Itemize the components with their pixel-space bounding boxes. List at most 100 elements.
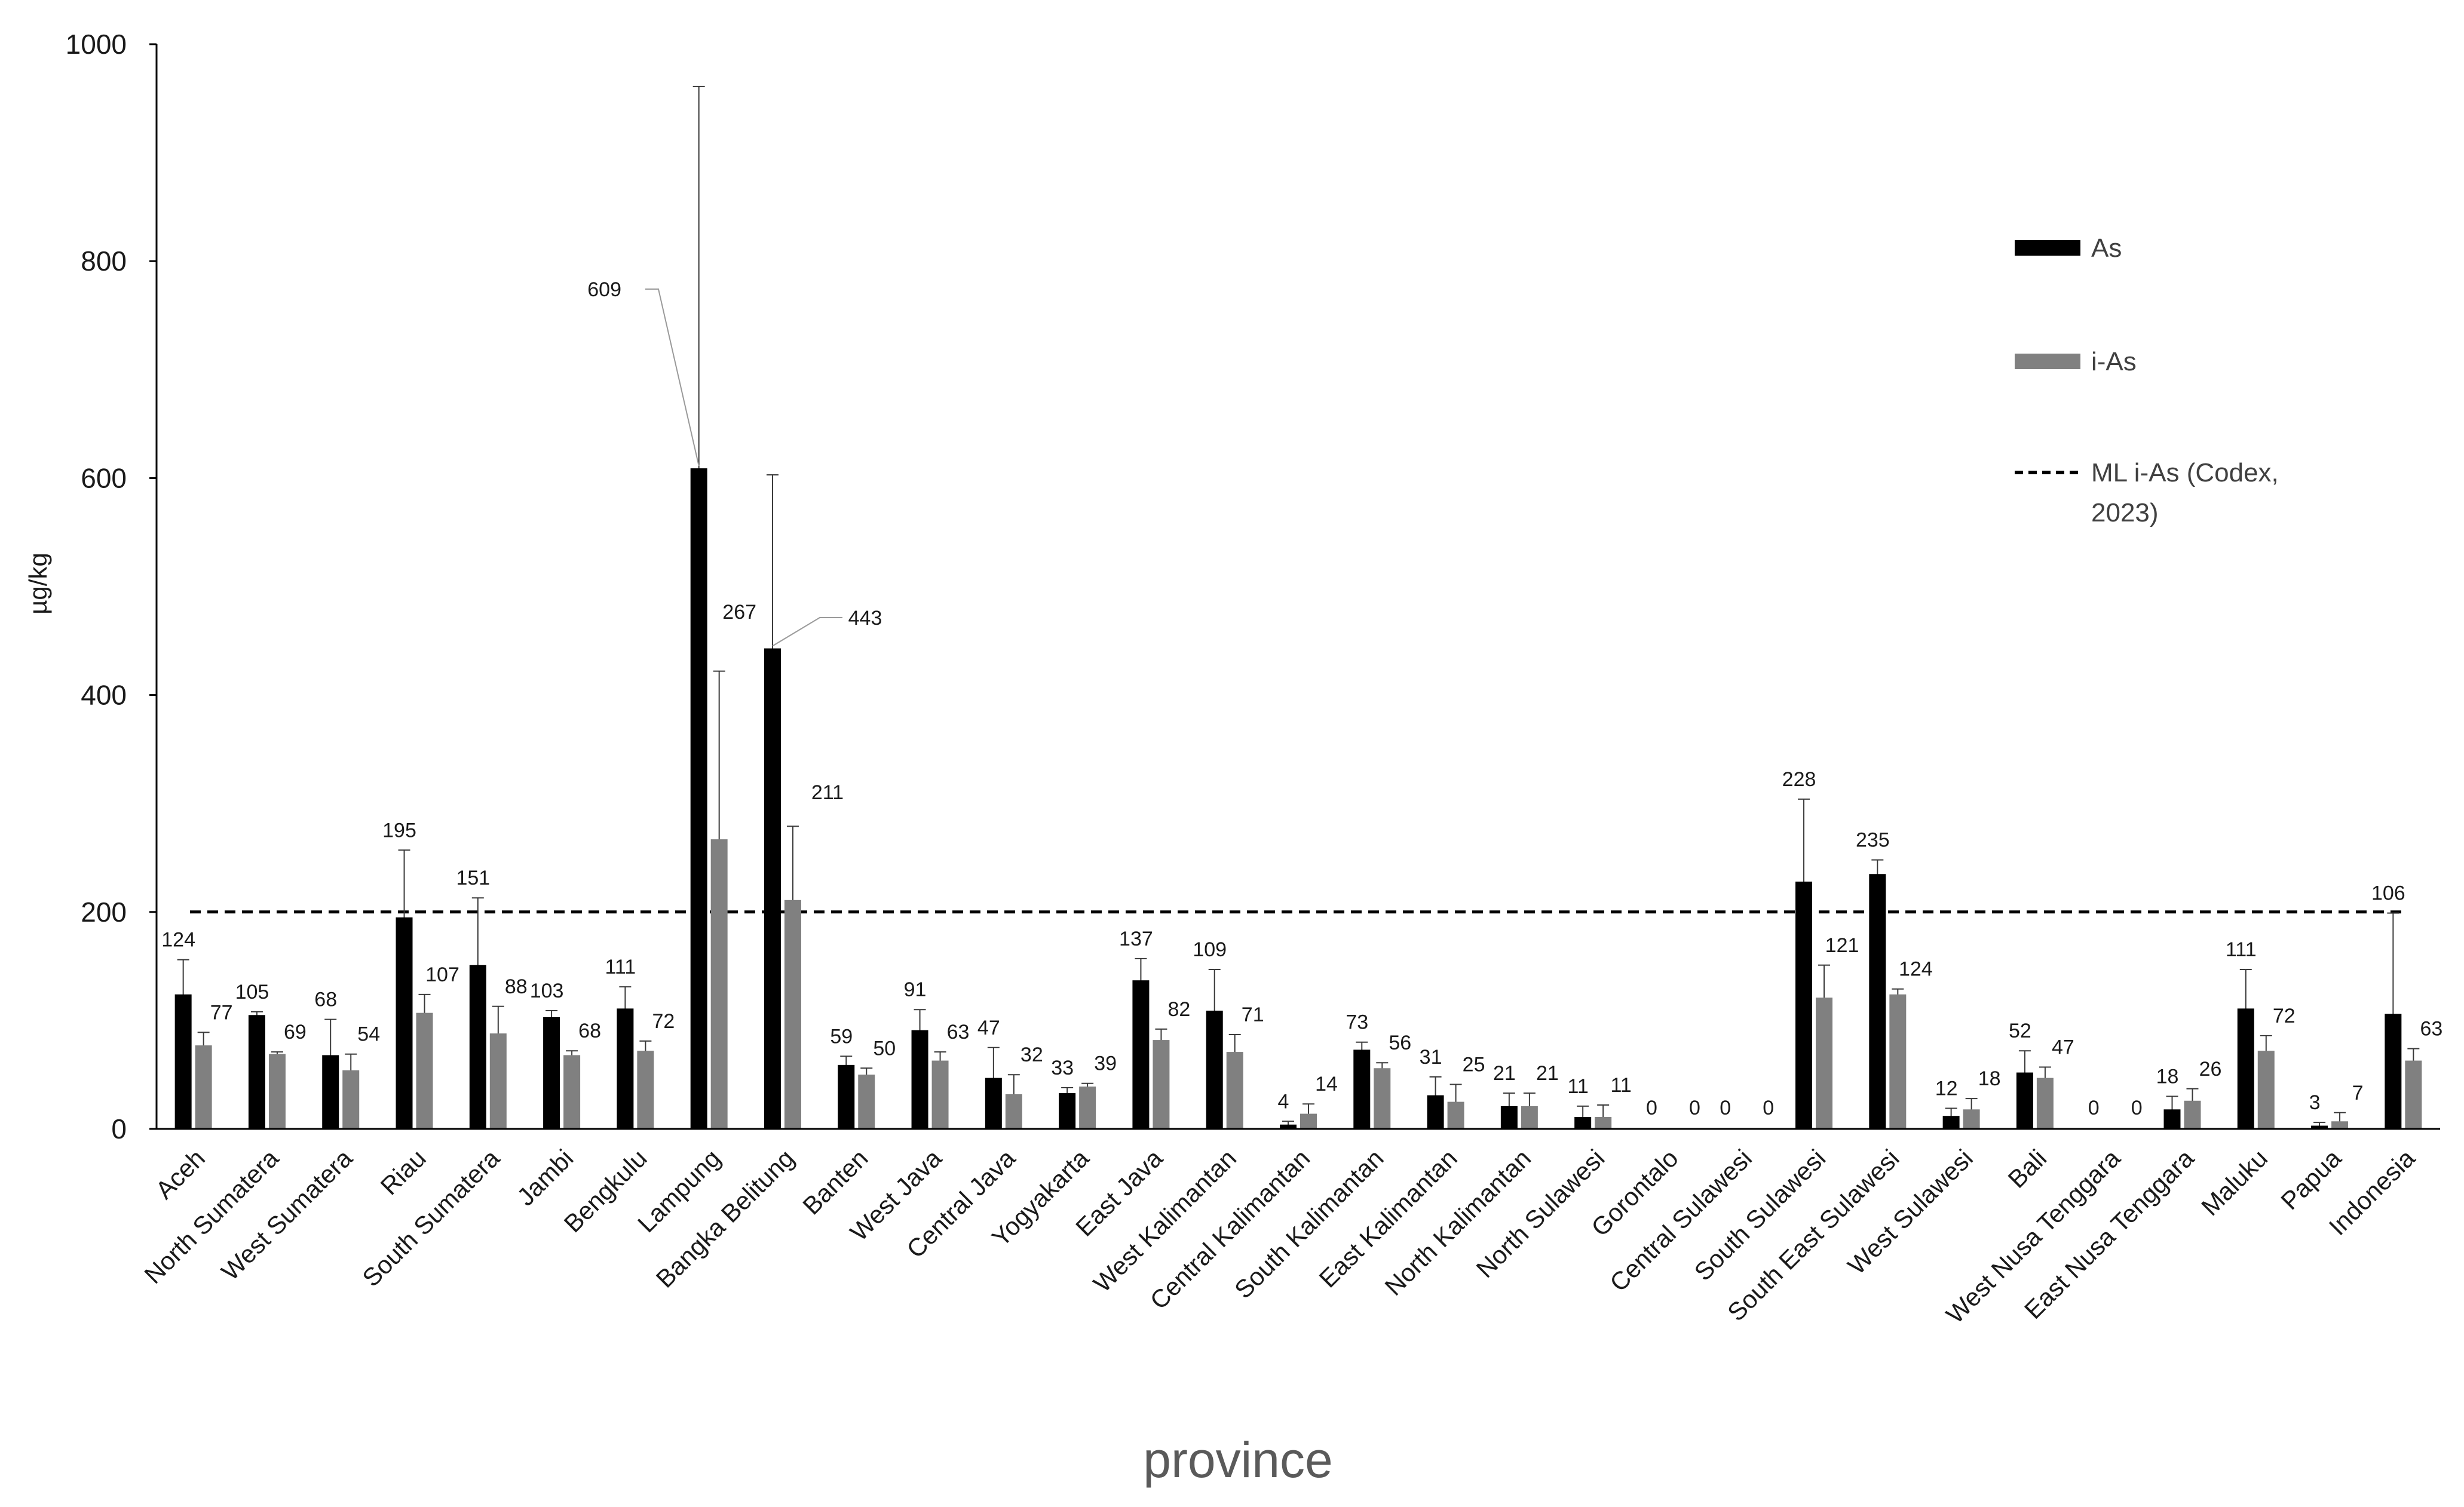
bar-ias (1963, 1109, 1980, 1129)
bar-as (1500, 1106, 1518, 1129)
data-label-as: 109 (1193, 938, 1227, 961)
data-label-as: 59 (830, 1025, 853, 1048)
data-label-ias: 63 (2420, 1018, 2442, 1041)
legend-swatch-ias (2015, 354, 2080, 369)
bar-ias (2331, 1121, 2349, 1129)
bar-as (1427, 1095, 1444, 1129)
data-label-as: 4 (1278, 1090, 1289, 1113)
data-label-as: 3 (2309, 1091, 2321, 1114)
bar-as (1206, 1011, 1223, 1129)
data-label-ias: 0 (2131, 1097, 2143, 1119)
legend-label-ml-line1: ML i-As (Codex, (2091, 458, 2279, 487)
data-label-as: 0 (1646, 1097, 1657, 1119)
bar-as (2016, 1072, 2033, 1129)
bar-as (2311, 1125, 2328, 1129)
bar-as (2163, 1109, 2181, 1129)
data-label-ias: 26 (2199, 1058, 2222, 1081)
category-label: Riau (375, 1144, 431, 1200)
data-label-ias: 0 (1689, 1097, 1700, 1119)
data-label-as: 195 (382, 819, 416, 842)
category-label: North Sulawesi (1471, 1144, 1610, 1283)
bar-ias (342, 1070, 360, 1129)
data-label-ias: 211 (811, 781, 844, 804)
bar-ias (1153, 1040, 1170, 1129)
data-label-as: 105 (235, 981, 269, 1003)
data-label-ias: 88 (505, 975, 528, 998)
category-label: North Sumatera (139, 1144, 284, 1289)
data-label-as: 228 (1782, 768, 1816, 791)
data-label-ias: 72 (652, 1010, 675, 1033)
bar-ias (1816, 997, 1833, 1129)
data-label-as: 124 (161, 929, 195, 952)
bar-as (1132, 980, 1150, 1129)
label-leader (772, 617, 842, 647)
category-label: Bangka Belitung (651, 1144, 800, 1293)
bar-ias (1447, 1101, 1464, 1129)
data-label-as: 11 (1568, 1075, 1589, 1098)
bar-ias (1374, 1068, 1391, 1129)
bar-as (1280, 1124, 1297, 1129)
category-label: East Kalimantan (1313, 1144, 1462, 1293)
category-label: Papua (2275, 1144, 2347, 1216)
bar-ias (563, 1055, 581, 1129)
category-label: South Sumatera (357, 1144, 505, 1292)
bar-ias (195, 1045, 212, 1129)
bar-ias (784, 900, 801, 1129)
y-tick-label: 400 (81, 680, 127, 711)
data-label-ias: 39 (1094, 1052, 1117, 1075)
data-label-as: 21 (1493, 1062, 1516, 1085)
category-label: Aceh (150, 1144, 210, 1204)
bar-ias (637, 1051, 654, 1129)
data-label-ias: 267 (722, 601, 756, 624)
bar-ias (1005, 1094, 1022, 1129)
bar-ias (2184, 1100, 2201, 1129)
bar-as (248, 1015, 265, 1129)
bar-ias (2036, 1078, 2054, 1129)
y-axis-title: µg/kg (24, 553, 52, 615)
data-label-as: 33 (1051, 1057, 1074, 1079)
data-label-as: 47 (977, 1017, 1000, 1039)
bar-ias (2257, 1051, 2275, 1129)
bar-ias (489, 1033, 507, 1129)
data-label-as: 18 (2156, 1066, 2179, 1088)
bar-as (838, 1064, 855, 1129)
data-label-as: 0 (2088, 1097, 2100, 1119)
data-label-as: 111 (605, 956, 636, 978)
category-label: West Sumatera (216, 1144, 358, 1286)
bar-as (764, 648, 781, 1129)
data-label-as: 137 (1119, 928, 1153, 950)
bar-ias (1595, 1117, 1612, 1129)
data-label-as: 68 (314, 989, 337, 1011)
data-label-ias: 54 (357, 1023, 380, 1046)
legend: As i-As ML i-As (Codex, 2023) (2015, 234, 2279, 527)
bar-as (1869, 874, 1886, 1129)
data-label-ias: 124 (1899, 958, 1933, 981)
legend-label-as: As (2091, 234, 2122, 263)
category-label: Jambi (511, 1144, 578, 1211)
y-tick-label: 200 (81, 897, 127, 928)
bar-ias (268, 1054, 286, 1129)
bar-ias (2405, 1060, 2422, 1129)
y-tick-label: 800 (81, 245, 127, 277)
data-label-as: 151 (456, 867, 490, 889)
bar-ias (1226, 1052, 1243, 1129)
bar-as (1942, 1116, 1960, 1129)
data-label-ias: 11 (1611, 1074, 1632, 1097)
data-label-ias: 21 (1536, 1062, 1559, 1085)
bar-as (543, 1017, 560, 1129)
data-label-ias: 32 (1020, 1043, 1043, 1066)
data-label-ias: 82 (1168, 998, 1191, 1021)
data-label-as: 106 (2371, 882, 2405, 905)
data-label-ias: 47 (2052, 1036, 2074, 1058)
data-label-as: 12 (1935, 1077, 1958, 1100)
bar-as (322, 1055, 339, 1129)
bar-as (1795, 881, 1813, 1129)
y-tick-label: 0 (111, 1113, 127, 1144)
legend-swatch-as (2015, 240, 2080, 256)
data-label-as: 235 (1856, 829, 1890, 852)
legend-label-ml-line2: 2023) (2091, 498, 2159, 527)
data-label-ias: 69 (284, 1021, 307, 1043)
bar-as (690, 468, 707, 1129)
data-label-ias: 14 (1315, 1073, 1338, 1095)
